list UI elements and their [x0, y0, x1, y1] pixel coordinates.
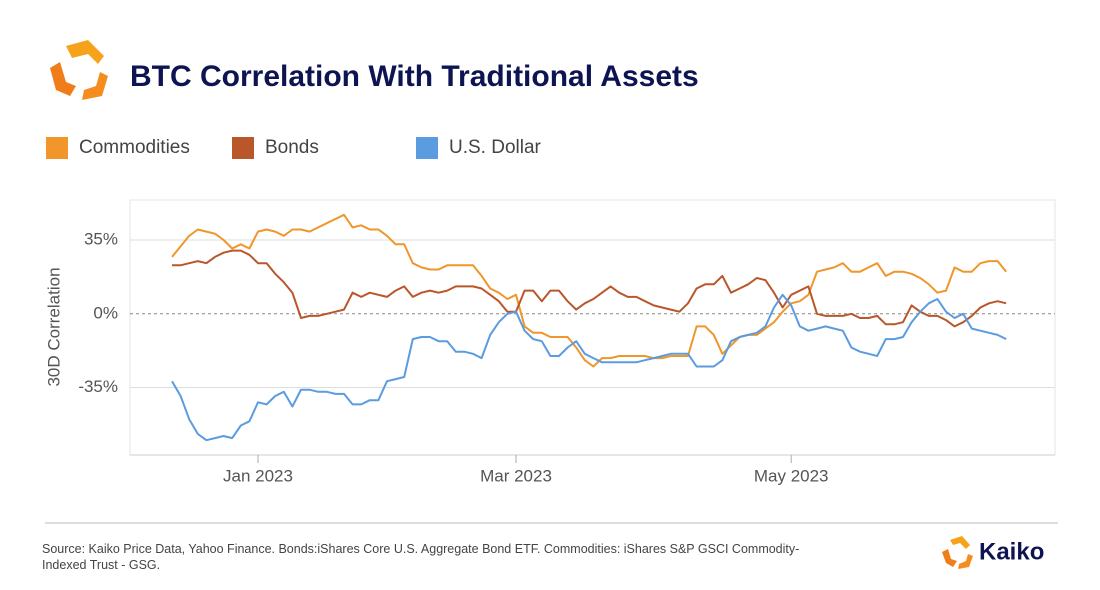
legend-swatch — [46, 137, 68, 159]
source-note: Source: Kaiko Price Data, Yahoo Finance.… — [42, 542, 800, 572]
chart-title: BTC Correlation With Traditional Assets — [130, 60, 699, 93]
x-tick-label: May 2023 — [754, 466, 829, 485]
legend-label: Bonds — [265, 137, 319, 158]
legend-label: Commodities — [79, 137, 190, 158]
logo — [50, 40, 108, 100]
brand-logo-shape — [958, 554, 973, 569]
logo-shape — [82, 72, 108, 100]
series-line — [172, 249, 1007, 328]
logo-shape — [66, 40, 104, 64]
series-line — [171, 293, 1007, 442]
legend-label: U.S. Dollar — [449, 137, 542, 158]
series-line — [171, 213, 1007, 368]
x-tick-label: Mar 2023 — [480, 466, 552, 485]
y-tick-label: 0% — [93, 303, 118, 322]
logo-shape — [50, 62, 76, 96]
y-axis-title: 30D Correlation — [44, 267, 63, 386]
plot-frame — [129, 199, 1056, 456]
legend-swatch — [416, 137, 438, 159]
y-tick-label: -35% — [78, 377, 118, 396]
y-tick-label: 35% — [84, 230, 118, 249]
brand-name: Kaiko — [979, 538, 1044, 565]
brand-logo-shape — [942, 549, 957, 567]
x-tick-label: Jan 2023 — [223, 466, 293, 485]
brand-logo: Kaiko — [942, 536, 1044, 569]
legend-swatch — [232, 137, 254, 159]
brand-logo-shape — [950, 536, 970, 549]
